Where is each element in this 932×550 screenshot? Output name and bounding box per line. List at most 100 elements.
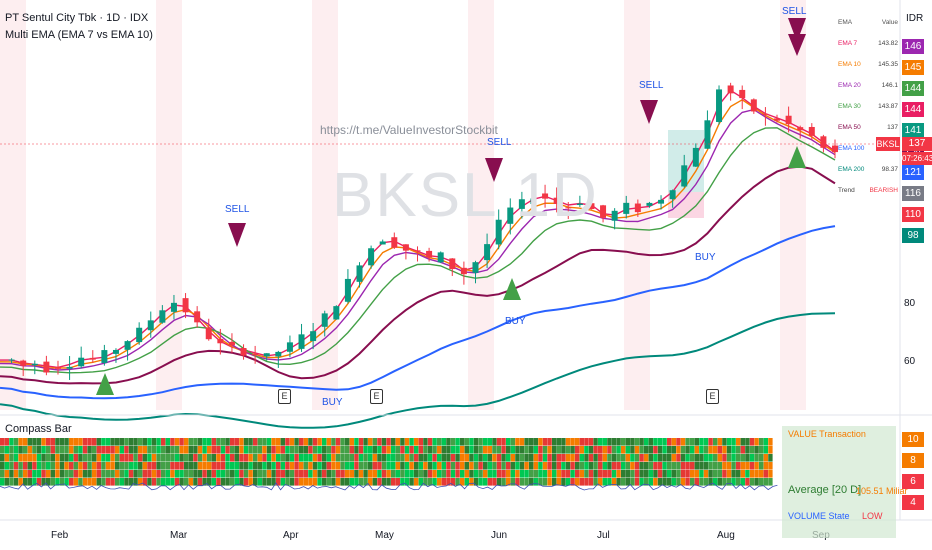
compass-cell — [124, 478, 129, 486]
ema-name: EMA 7 — [838, 40, 858, 47]
trend-band — [260, 0, 286, 410]
compass-cell — [119, 462, 124, 470]
compass-cell — [331, 446, 336, 454]
compass-cell — [202, 446, 207, 454]
compass-cell — [368, 454, 373, 462]
compass-cell — [418, 454, 423, 462]
compass-cell — [202, 454, 207, 462]
compass-cell — [128, 446, 134, 454]
compass-cell — [676, 470, 681, 478]
compass-cell — [726, 446, 732, 454]
compass-cell — [542, 438, 548, 446]
compass-cell — [299, 462, 304, 470]
compass-cell — [579, 478, 584, 486]
compass-cell — [349, 470, 354, 478]
compass-cell — [754, 470, 759, 478]
compass-cell — [326, 478, 331, 486]
compass-cell — [349, 462, 354, 470]
compass-cell — [446, 446, 451, 454]
compass-cell — [216, 470, 221, 478]
earnings-marker[interactable]: E — [370, 389, 383, 404]
symbol-title[interactable]: PT Sentul City Tbk · 1D · IDX — [5, 12, 149, 24]
candle-body — [414, 250, 421, 252]
compass-cell — [483, 446, 488, 454]
compass-cell — [151, 478, 157, 486]
candle-body — [785, 115, 792, 125]
compass-cell — [294, 478, 299, 486]
candle-body — [437, 252, 444, 263]
compass-cell — [78, 470, 83, 478]
compass-cell — [110, 454, 115, 462]
compass-cell — [253, 438, 258, 446]
compass-cell — [0, 470, 5, 478]
compass-cell — [9, 478, 14, 486]
compass-cell — [460, 438, 465, 446]
compass-cell — [763, 462, 768, 470]
compass-cell — [188, 454, 193, 462]
indicator-title[interactable]: Multi EMA (EMA 7 vs EMA 10) — [5, 29, 153, 41]
compass-cell — [713, 454, 718, 462]
compass-cell — [179, 462, 184, 470]
earnings-marker[interactable]: E — [706, 389, 719, 404]
compass-cell — [4, 470, 9, 478]
compass-cell — [441, 446, 446, 454]
compass-cell — [703, 462, 709, 470]
compass-cell — [18, 454, 23, 462]
currency-label[interactable]: IDR — [906, 13, 924, 24]
compass-bar-title[interactable]: Compass Bar — [5, 423, 72, 435]
compass-cell — [202, 438, 207, 446]
compass-cell — [547, 470, 552, 478]
compass-cell — [156, 454, 161, 462]
compass-cell — [437, 478, 442, 486]
earnings-marker[interactable]: E — [278, 389, 291, 404]
compass-cell — [469, 438, 474, 446]
compass-cell — [524, 454, 529, 462]
compass-cell — [552, 446, 557, 454]
compass-cell — [561, 454, 566, 462]
compass-cell — [552, 454, 557, 462]
compass-cell — [736, 462, 741, 470]
compass-cell — [506, 438, 511, 446]
compass-cell — [519, 462, 525, 470]
compass-cell — [331, 478, 336, 486]
compass-cell — [690, 454, 695, 462]
compass-cell — [680, 462, 686, 470]
compass-cell — [276, 470, 281, 478]
compass-cell — [248, 462, 253, 470]
buy-signal-label: BUY — [695, 252, 716, 263]
compass-cell — [473, 478, 479, 486]
compass-cell — [506, 478, 511, 486]
compass-cell — [92, 470, 97, 478]
price-level-badge: 145 — [902, 60, 924, 75]
compass-cell — [575, 478, 580, 486]
ema-value: 146.1 — [881, 82, 898, 89]
compass-cell — [234, 478, 239, 486]
candle-body — [460, 267, 467, 275]
compass-cell — [694, 454, 699, 462]
compass-cell — [92, 454, 97, 462]
compass-cell — [713, 470, 718, 478]
compass-cell — [404, 454, 410, 462]
compass-cell — [193, 478, 198, 486]
compass-cell — [335, 454, 341, 462]
compass-cell — [759, 446, 764, 454]
compass-cell — [115, 470, 120, 478]
sell-signal-label: SELL — [487, 137, 512, 148]
compass-cell — [584, 462, 589, 470]
compass-cell — [165, 438, 170, 446]
compass-cell — [147, 454, 152, 462]
compass-cell — [36, 446, 42, 454]
compass-cell — [124, 454, 129, 462]
compass-cell — [579, 438, 584, 446]
compass-cell — [708, 470, 713, 478]
compass-cell — [368, 438, 373, 446]
compass-cell — [519, 470, 525, 478]
compass-cell — [634, 438, 640, 446]
compass-cell — [529, 470, 534, 478]
compass-cell — [708, 462, 713, 470]
compass-cell — [239, 478, 244, 486]
compass-cell — [648, 446, 653, 454]
compass-cell — [27, 446, 32, 454]
compass-cell — [667, 478, 672, 486]
compass-cell — [64, 478, 69, 486]
